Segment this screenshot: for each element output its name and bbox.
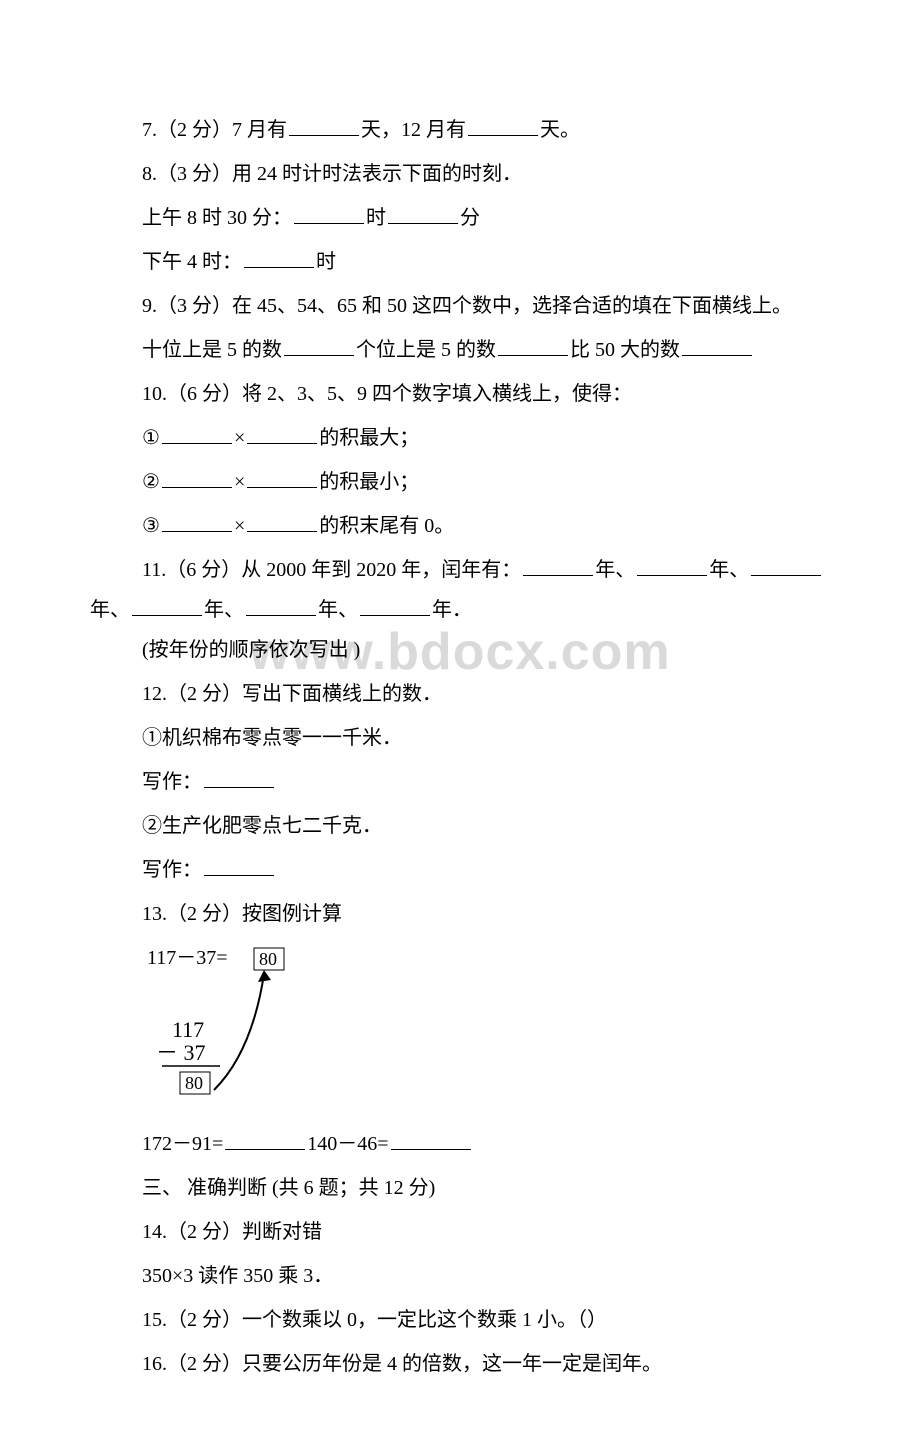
q12-blank-1[interactable] xyxy=(204,764,274,788)
q11-l2-b: 年、 xyxy=(204,599,244,621)
q13-blank-1[interactable] xyxy=(225,1126,305,1150)
q8-blank-hour[interactable] xyxy=(294,200,364,224)
q10-o3-b: × xyxy=(234,515,245,537)
question-12-line5: 写作： xyxy=(90,850,830,890)
q9-blank-1[interactable] xyxy=(284,332,354,356)
diagram-v-top: 117 xyxy=(172,1017,204,1042)
q11-blank-1[interactable] xyxy=(523,552,593,576)
question-15: 15.（2 分）一个数乘以 0，一定比这个数乘 1 小。（） xyxy=(90,1300,830,1340)
subtraction-diagram-svg: 117－37= 80 117 － 37 80 xyxy=(142,942,342,1102)
question-13-last: 172－91= 140－46= xyxy=(90,1124,830,1164)
question-13-line1: 13.（2 分）按图例计算 xyxy=(90,894,830,934)
q8-l2-a: 上午 8 时 30 分： xyxy=(142,207,292,229)
q11-blank-6[interactable] xyxy=(360,592,430,616)
q10-o3-a: ③ xyxy=(142,515,160,537)
q9-l2-b: 个位上是 5 的数 xyxy=(356,339,496,361)
question-14-line1: 14.（2 分）判断对错 xyxy=(90,1212,830,1252)
q10-o3-blank2[interactable] xyxy=(247,508,317,532)
q8-blank-hour2[interactable] xyxy=(244,244,314,268)
question-9-line2: 十位上是 5 的数 个位上是 5 的数 比 50 大的数 xyxy=(90,330,830,370)
diagram-top-expr: 117－37= xyxy=(147,947,228,969)
section-3-header: 三、 准确判断 (共 6 题；共 12 分) xyxy=(90,1168,830,1208)
q13-last-a: 172－91= xyxy=(142,1133,223,1155)
q13-blank-2[interactable] xyxy=(391,1126,471,1150)
question-13-diagram: 117－37= 80 117 － 37 80 xyxy=(142,942,830,1116)
q7-text-a: 7.（2 分）7 月有 xyxy=(142,119,287,141)
q7-text-b: 天，12 月有 xyxy=(361,119,466,141)
diagram-arrow-path xyxy=(214,974,264,1090)
q12-l5-a: 写作： xyxy=(142,859,202,881)
q10-o2-c: 的积最小； xyxy=(319,471,419,493)
q7-text-c: 天。 xyxy=(540,119,580,141)
q8-l2-b: 时 xyxy=(366,207,386,229)
q11-blank-5[interactable] xyxy=(246,592,316,616)
question-14-line2: 350×3 读作 350 乘 3． xyxy=(90,1256,830,1296)
question-12-line1: 12.（2 分）写出下面横线上的数． xyxy=(90,674,830,714)
q8-blank-min[interactable] xyxy=(388,200,458,224)
q10-o3-c: 的积末尾有 0。 xyxy=(319,515,454,537)
q9-l2-c: 比 50 大的数 xyxy=(570,339,680,361)
document-content: 7.（2 分）7 月有 天，12 月有 天。 8.（3 分）用 24 时计时法表示下… xyxy=(90,110,830,1384)
q11-blank-4[interactable] xyxy=(132,592,202,616)
q8-l3-b: 时 xyxy=(316,251,336,273)
q10-o2-b: × xyxy=(234,471,245,493)
q11-l1-b: 年、 xyxy=(595,559,635,581)
q10-o1-a: ① xyxy=(142,427,160,449)
question-12-line2: ①机织棉布零点零一一千米． xyxy=(90,718,830,758)
q9-l2-a: 十位上是 5 的数 xyxy=(142,339,282,361)
question-8-line1: 8.（3 分）用 24 时计时法表示下面的时刻． xyxy=(90,154,830,194)
question-8-line2: 上午 8 时 30 分： 时 分 xyxy=(90,198,830,238)
q12-l3-a: 写作： xyxy=(142,771,202,793)
q11-l2-d: 年． xyxy=(432,599,472,621)
q10-o3-blank1[interactable] xyxy=(162,508,232,532)
question-12-line4: ②生产化肥零点七二千克． xyxy=(90,806,830,846)
q11-blank-2[interactable] xyxy=(637,552,707,576)
q8-l2-c: 分 xyxy=(460,207,480,229)
q10-o2-blank1[interactable] xyxy=(162,464,232,488)
q10-o1-b: × xyxy=(234,427,245,449)
q11-l2-c: 年、 xyxy=(318,599,358,621)
question-11: 11.（6 分）从 2000 年到 2020 年，闰年有：年、年、 年、年、年、… xyxy=(90,550,830,630)
q9-blank-3[interactable] xyxy=(682,332,752,356)
q11-l1-a: 11.（6 分）从 2000 年到 2020 年，闰年有： xyxy=(142,559,521,581)
q10-o1-blank2[interactable] xyxy=(247,420,317,444)
question-10-opt3: ③ × 的积末尾有 0。 xyxy=(90,506,830,546)
question-12-line3: 写作： xyxy=(90,762,830,802)
diagram-top-box-text: 80 xyxy=(259,949,277,969)
q10-o1-blank1[interactable] xyxy=(162,420,232,444)
q10-o1-c: 的积最大； xyxy=(319,427,419,449)
question-8-line3: 下午 4 时： 时 xyxy=(90,242,830,282)
question-11-line3: (按年份的顺序依次写出 ) xyxy=(90,630,830,670)
q10-o2-blank2[interactable] xyxy=(247,464,317,488)
diagram-v-minus: － 37 xyxy=(156,1040,206,1065)
q7-blank-1[interactable] xyxy=(289,112,359,136)
q13-last-b: 140－46= xyxy=(307,1133,388,1155)
question-10-opt2: ② × 的积最小； xyxy=(90,462,830,502)
q8-l3-a: 下午 4 时： xyxy=(142,251,242,273)
question-16: 16.（2 分）只要公历年份是 4 的倍数，这一年一定是闰年。 xyxy=(90,1344,830,1384)
q10-o2-a: ② xyxy=(142,471,160,493)
q11-blank-3[interactable] xyxy=(751,552,821,576)
q7-blank-2[interactable] xyxy=(468,112,538,136)
q11-l2-a: 年、 xyxy=(90,599,130,621)
question-9-line1: 9.（3 分）在 45、54、65 和 50 这四个数中，选择合适的填在下面横线… xyxy=(90,286,830,326)
question-10-line1: 10.（6 分）将 2、3、5、9 四个数字填入横线上，使得： xyxy=(90,374,830,414)
q9-blank-2[interactable] xyxy=(498,332,568,356)
q11-l1-c: 年、 xyxy=(709,559,749,581)
question-7: 7.（2 分）7 月有 天，12 月有 天。 xyxy=(90,110,830,150)
question-10-opt1: ① × 的积最大； xyxy=(90,418,830,458)
q12-blank-2[interactable] xyxy=(204,852,274,876)
diagram-arrow-head xyxy=(258,970,271,982)
diagram-result-text: 80 xyxy=(185,1073,203,1093)
